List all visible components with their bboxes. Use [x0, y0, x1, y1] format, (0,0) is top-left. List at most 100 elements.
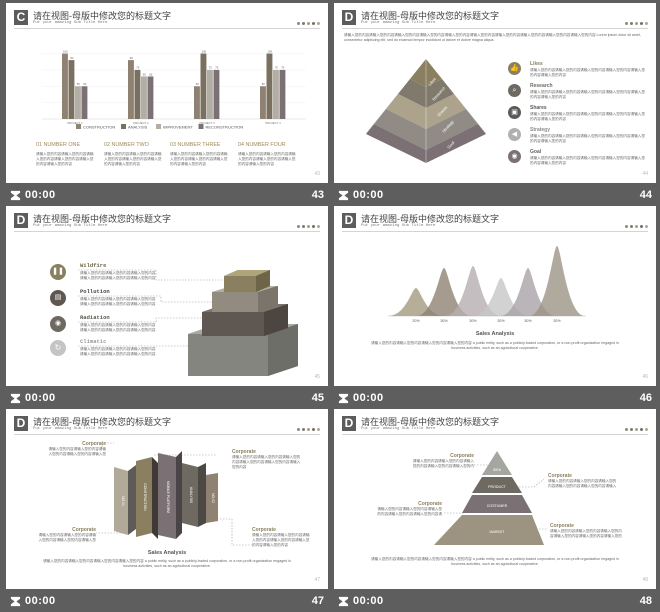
risk-text: 请输入您的内容请输入您的内容请输入您的内容请输入您的内容请输入您的内容请输入您的… [80, 347, 156, 356]
bar-value-label: 50 [196, 82, 200, 86]
slide-title: 请在视图-母版中修改您的标题文字 [33, 214, 171, 224]
header-rule [342, 231, 648, 232]
note-title: Corporate [252, 527, 276, 533]
feature-item-goal: ◉ Goal 请输入您的内容请输入您的内容请输入您的内容请输入您的内容请输入您的… [508, 149, 648, 169]
feature-title: Likes [530, 61, 543, 67]
calendar-icon: ▤ [50, 290, 66, 306]
slide-timing: 00:00 [353, 595, 384, 607]
slide-46[interactable]: D 请在视图-母版中修改您的标题文字 Put your amazing Sub … [334, 206, 656, 386]
risk-title: Pollution [80, 288, 110, 295]
thumbnail-footer: 00:00 44 [334, 186, 656, 206]
peak-value-label: 30% [440, 319, 448, 323]
bar [81, 86, 88, 119]
timer-icon [338, 596, 349, 607]
pyramid-diagram: Likes Research Shares Strategy Goal [366, 59, 486, 163]
bar-value-label: 75 [275, 66, 279, 70]
bar [260, 86, 266, 119]
peak-value-label: 30% [469, 319, 477, 323]
feature-item-shares: ▣ Shares 请输入您的内容请输入您的内容请输入您的内容请输入您的内容请输入… [508, 105, 648, 125]
legend-label: RECONSTRUCTION [206, 124, 244, 129]
category-label: PROJECT 2 [133, 121, 149, 125]
column-body-2: 请输入您的内容请输入您的内容请输入您的内容请输入您的内容请输入您的内容请输入您的… [104, 152, 162, 166]
slide-47[interactable]: D 请在视图-母版中修改您的标题文字 Put your amazing Sub … [6, 409, 328, 589]
slide-number: 48 [639, 595, 652, 607]
slide-43[interactable]: C 请在视图-母版中修改您的标题文字 Put your amazing Sub … [6, 3, 328, 183]
corporate-note-3: Corporate 请输入您的内容请输入您的内容请输入您的内容请输入您的内容请输… [36, 527, 97, 543]
bar-value-label: 50 [83, 82, 87, 86]
note-title: Corporate [418, 501, 442, 507]
banner-label-3: MOBILE PLATFORM [166, 481, 170, 513]
legend-swatch [121, 124, 126, 129]
bar [266, 53, 273, 119]
category-label: PROJECT 1 [67, 121, 83, 125]
caption: 请输入您的内容请输入您的内容请输入您的内容请输入您的内容 a public en… [371, 341, 619, 350]
slide-48[interactable]: D 请在视图-母版中修改您的标题文字 Put your amazing Sub … [334, 409, 656, 589]
slide-timing: 00:00 [25, 189, 56, 201]
banner-label-2: CONSTRUCTION [143, 483, 147, 511]
note-title: Corporate [550, 523, 574, 529]
layer-label-3: COSTUMER [487, 504, 508, 508]
slide-page-number: 44 [642, 171, 648, 177]
megaphone-icon: ◀ [508, 128, 521, 141]
bar-value-label: 50 [77, 82, 81, 86]
note-text: 请输入您的内容请输入您的内容请输入您的内容请输入您的内容请输入您的内容请输入您的… [38, 533, 97, 542]
slide-title: 请在视图-母版中修改您的标题文字 [33, 417, 171, 427]
legend-swatch [198, 124, 204, 129]
corporate-note-3: Corporate 请输入您的内容请输入您的内容请输入您的内容请输入您的内容请输… [374, 501, 442, 517]
slide-subtitle: Put your amazing Sub Title Here [361, 224, 436, 228]
slide-page-number: 43 [314, 171, 320, 177]
chart-title: Sales Analysis [475, 331, 515, 337]
layer-label-1: IDEA [493, 468, 502, 472]
feature-text: 请输入您的内容请输入您的内容请输入您的内容请输入您的内容请输入您的内容请输入您的… [530, 156, 645, 165]
bar-value-label: 100 [201, 49, 206, 53]
bar-value-label: 65 [149, 72, 153, 76]
pause-icon: ❚❚ [50, 264, 66, 280]
bar [200, 53, 207, 119]
corporate-note-2: Corporate 请输入您的内容请输入您的内容请输入您的内容请输入您的内容请输… [548, 473, 618, 489]
note-title: Corporate [232, 449, 256, 455]
decor-dots [297, 22, 320, 25]
slide-title: 请在视图-母版中修改您的标题文字 [33, 11, 171, 21]
slide-timing: 00:00 [353, 392, 384, 404]
thumbnail-footer: 00:00 46 [334, 389, 656, 409]
slide-timing: 00:00 [25, 392, 56, 404]
slide-number: 47 [311, 595, 324, 607]
slide-44[interactable]: D 请在视图-母版中修改您的标题文字 Put your amazing Sub … [334, 3, 656, 183]
risk-title: Wildfire [80, 262, 107, 269]
column-body-4: 请输入您的内容请输入您的内容请输入您的内容请输入您的内容请输入您的内容请输入您的… [238, 152, 296, 166]
banner-label-1: NO.01 [121, 496, 125, 506]
slide-title: 请在视图-母版中修改您的标题文字 [361, 417, 499, 427]
slide-number: 44 [639, 189, 652, 201]
slide-timing: 00:00 [25, 595, 56, 607]
pyramid-label-5: Goal [446, 140, 455, 150]
bar-value-label: 100 [63, 49, 68, 53]
decor-dots [297, 225, 320, 228]
slide-number: 46 [639, 392, 652, 404]
column-heading-1: 01 NUMBER ONE [36, 142, 81, 148]
note-title: Corporate [72, 527, 96, 533]
peak-shape [388, 288, 444, 316]
peak-chart: 20% 30% 30% 30% 30% 30% [388, 246, 586, 323]
bar [147, 76, 154, 119]
slide-page-number: 48 [642, 577, 648, 583]
note-text: 请输入您的内容请输入您的内容请输入您的内容请输入您的内容请输入您的内容请输入您的… [232, 455, 301, 469]
corporate-note-4: Corporate 请输入您的内容请输入您的内容请输入您的内容请输入您的内容请输… [550, 523, 622, 539]
banner-label-5: NO.02 [211, 493, 215, 503]
slide-number: 43 [311, 189, 324, 201]
slide-45[interactable]: D 请在视图-母版中修改您的标题文字 Put your amazing Sub … [6, 206, 328, 386]
note-text: 请输入您的内容请输入您的内容请输入您的内容请输入您的内容请输入您的内容请输入您的… [548, 479, 617, 488]
note-text: 请输入您的内容请输入您的内容请输入您的内容请输入您的内容请输入您的内容请输入您的… [377, 507, 442, 516]
cycle-icon: ↻ [50, 340, 66, 356]
bar-value-label: 65 [143, 72, 147, 76]
bar [134, 69, 141, 119]
decor-dots [297, 428, 320, 431]
slide-subtitle: Put your amazing Sub Title Here [33, 21, 108, 25]
slide-subtitle: Put your amazing Sub Title Here [33, 224, 108, 228]
feature-text: 请输入您的内容请输入您的内容请输入您的内容请输入您的内容请输入您的内容请输入您的… [530, 134, 645, 143]
peak-shape [473, 278, 529, 316]
section-letter: C [14, 10, 28, 25]
peak-shape [500, 268, 556, 316]
bar [75, 86, 81, 119]
stacked-blocks-diagram [78, 269, 298, 376]
note-title: Corporate [548, 473, 572, 479]
